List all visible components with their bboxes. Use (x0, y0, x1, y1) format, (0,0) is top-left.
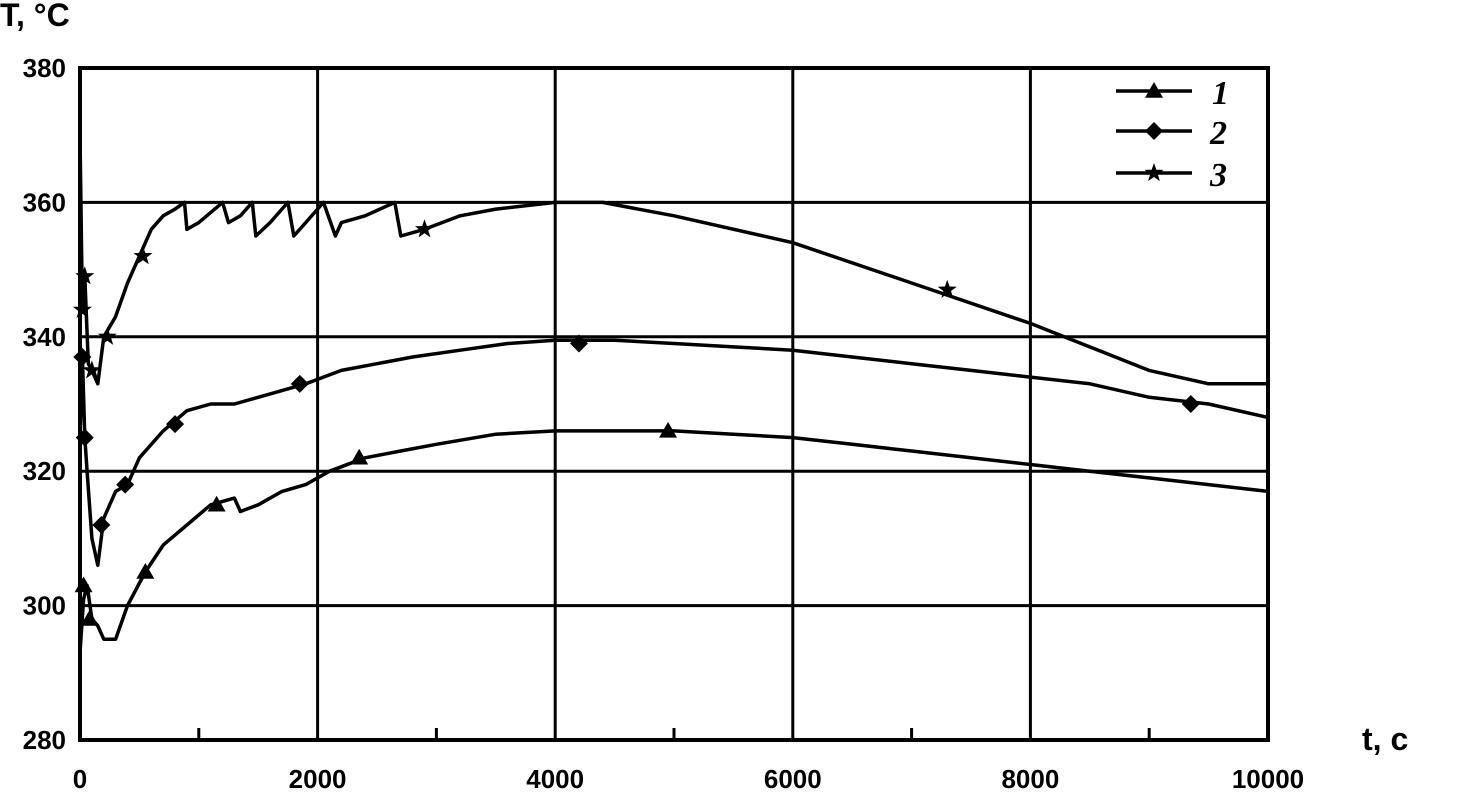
series-1-point (207, 495, 226, 512)
series-2-point (569, 334, 588, 353)
legend-marker-1 (1145, 82, 1163, 98)
series-1 (74, 421, 1269, 653)
legend-marker-3 (1144, 163, 1164, 182)
series-1-point (74, 576, 93, 593)
series-3-point (82, 360, 102, 379)
series-2-point (116, 475, 135, 494)
y-tick-label-320: 320 (23, 456, 66, 486)
x-axis-label: t, c (1362, 721, 1408, 757)
axes (78, 66, 1270, 742)
series-3-point (937, 279, 957, 298)
series-2-point (1181, 395, 1200, 413)
series-1-point (80, 610, 99, 626)
series-3-point (133, 246, 153, 265)
plot-frame (78, 66, 1270, 742)
x-tick-label-4000: 4000 (526, 764, 584, 792)
series-line-2 (78, 338, 1269, 568)
series-2-point (92, 515, 111, 534)
series-3-point (97, 326, 117, 345)
grid (80, 68, 1268, 740)
series-2-point (75, 428, 94, 447)
series-line-3 (78, 135, 1268, 386)
x-tick-label-10000: 10000 (1232, 764, 1304, 792)
series-1-point (136, 563, 155, 579)
legend-label-1: 1 (1212, 75, 1229, 112)
y-tick-label-340: 340 (23, 322, 66, 352)
y-tick-label-360: 360 (23, 187, 66, 217)
series-3-point (72, 299, 92, 318)
legend-marker-2 (1145, 122, 1163, 140)
y-axis-label: T, °C (0, 0, 70, 33)
tick-labels: 0 2000 4000 6000 8000 10000 280 300 320 340 360 380 (23, 53, 1305, 792)
series-3 (72, 135, 1268, 386)
y-tick-label-280: 280 (23, 725, 66, 755)
series-3-point (415, 219, 434, 238)
x-tick-label-8000: 8000 (1001, 764, 1059, 792)
y-tick-label-300: 300 (23, 591, 66, 621)
legend-label-2: 2 (1209, 115, 1227, 152)
x-tick-label-0: 0 (73, 764, 87, 792)
series-2-point (290, 374, 309, 393)
x-tick-label-2000: 2000 (289, 764, 347, 792)
series-3-point (75, 266, 95, 285)
y-tick-label-380: 380 (23, 53, 66, 83)
series-2 (73, 334, 1269, 568)
series-group (72, 135, 1269, 653)
x-tick-label-6000: 6000 (764, 764, 822, 792)
series-1-point (350, 448, 369, 465)
legend-label-3: 3 (1209, 157, 1227, 194)
legend: 1 2 3 (1116, 75, 1229, 194)
series-2-point (166, 415, 185, 434)
series-1-point (659, 421, 678, 438)
series-line-1 (78, 429, 1269, 653)
